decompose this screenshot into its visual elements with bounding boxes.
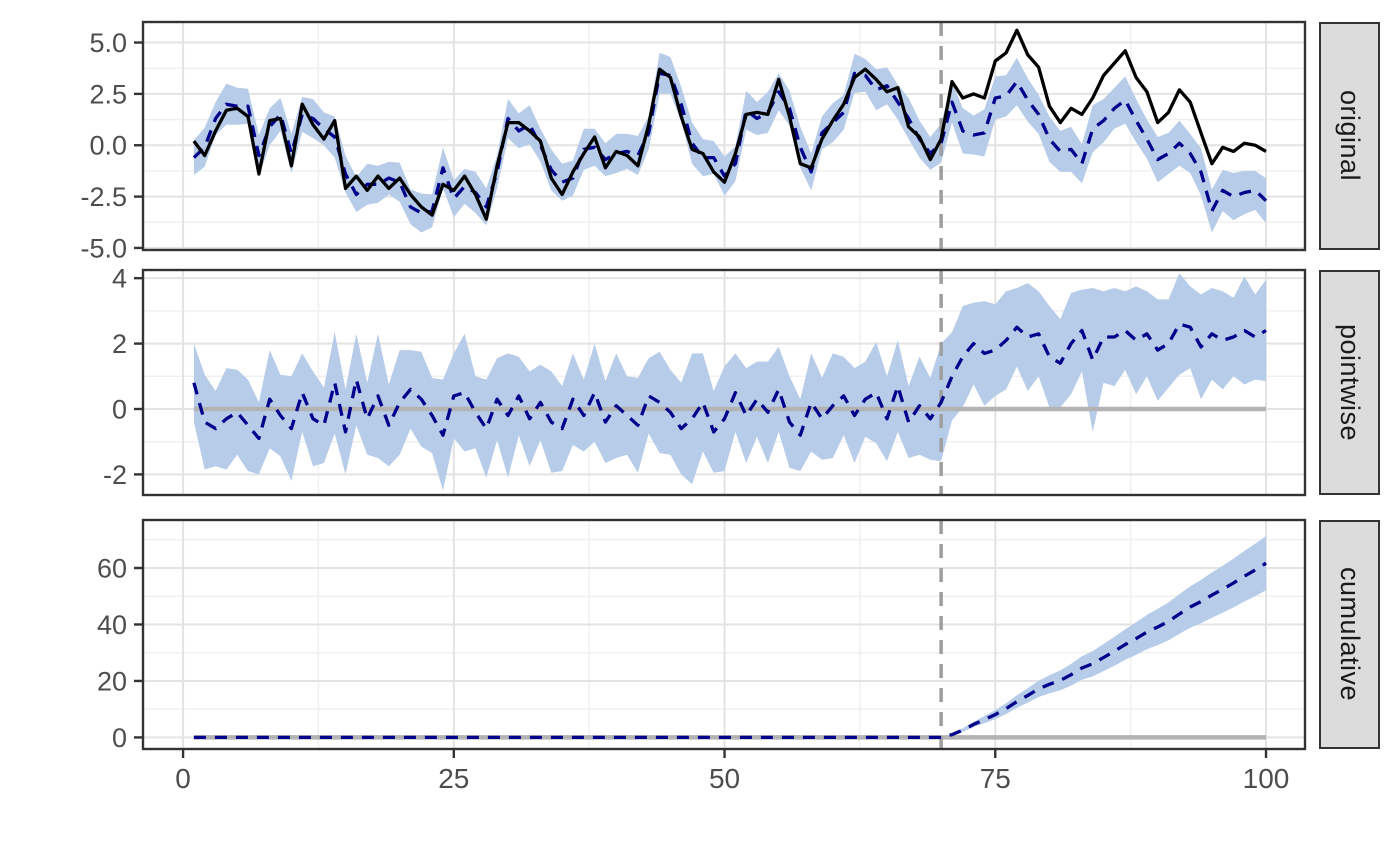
facet-strip-cumulative: cumulative <box>1319 520 1380 749</box>
facet-strip-label: pointwise <box>1335 323 1365 442</box>
panel-border <box>141 268 1307 497</box>
x-axis-group: 0 25 50 75 100 <box>175 749 1289 794</box>
panel-border <box>141 20 1307 252</box>
y-axis-tick-label: -2 <box>103 460 127 490</box>
y-axis-tick-label: 0 <box>112 723 127 753</box>
x-axis-tick-label: 50 <box>709 763 740 794</box>
facet-strip-original: original <box>1319 22 1380 250</box>
y-axis-tick-label: 0 <box>112 394 127 424</box>
y-axis-tick-label: -5.0 <box>80 233 127 263</box>
facet-strip-label: original <box>1335 90 1365 182</box>
y-axis-tick-label: 20 <box>97 666 127 696</box>
x-axis-tick-label: 100 <box>1243 763 1290 794</box>
x-axis-tick-label: 25 <box>438 763 469 794</box>
x-axis-tick-label: 0 <box>175 763 191 794</box>
y-axis-tick-label: 60 <box>97 554 127 584</box>
prediction-line <box>193 561 1267 740</box>
confidence-ribbon <box>193 273 1266 491</box>
observed-line <box>192 28 1267 221</box>
y-axis-tick-label: 2 <box>112 329 127 359</box>
panel-original-group: 5.0 2.5 0.0 -2.5 -5.0 <box>80 20 1307 263</box>
y-axis-tick-label: -2.5 <box>80 182 127 212</box>
y-axis-tick-label: 2.5 <box>89 79 127 109</box>
y-axis-tick-label: 0.0 <box>89 131 127 161</box>
y-axis-tick-label: 5.0 <box>89 28 127 58</box>
prediction-line <box>192 322 1267 441</box>
y-axis-tick-label: 40 <box>97 610 127 640</box>
y-axis-tick-label: 4 <box>112 264 127 294</box>
panel-pointwise-group: 4 2 0 -2 <box>103 264 1307 497</box>
panel-cumulative-group: 60 40 20 0 <box>97 518 1307 753</box>
facet-strip-pointwise: pointwise <box>1319 270 1380 495</box>
facet-strip-label: cumulative <box>1335 567 1365 702</box>
x-axis-tick-label: 75 <box>980 763 1011 794</box>
